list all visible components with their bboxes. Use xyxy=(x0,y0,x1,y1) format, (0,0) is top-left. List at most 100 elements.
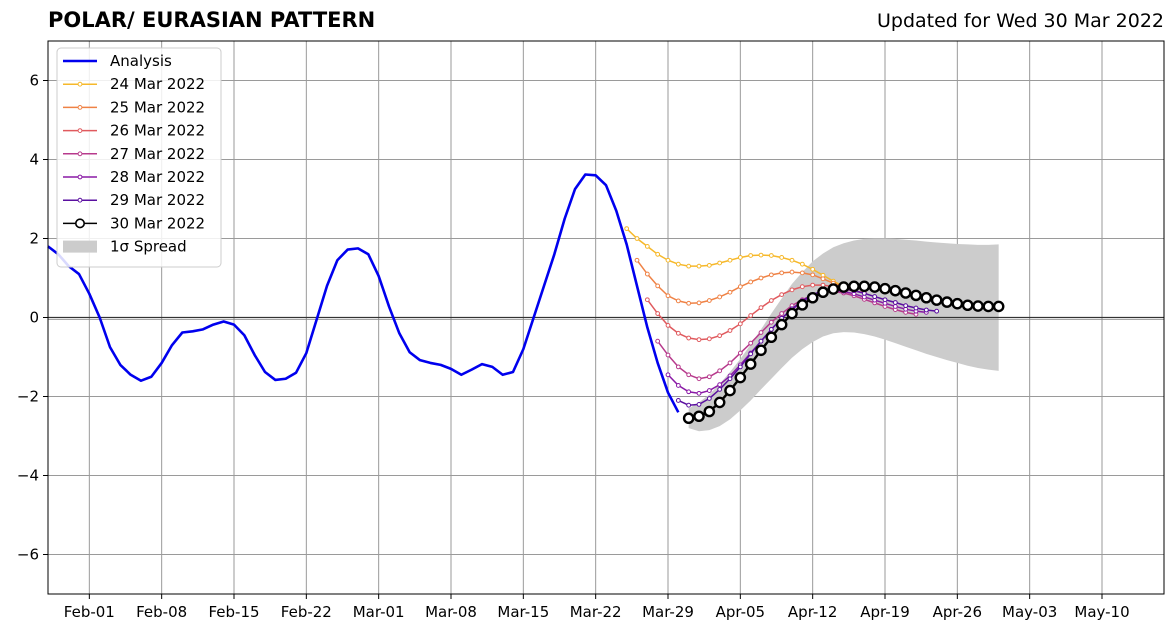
latest-forecast-point xyxy=(817,286,829,299)
forecast-point xyxy=(758,330,764,335)
forecast-point xyxy=(810,282,816,288)
forecast-series xyxy=(634,257,857,306)
legend-label: 24 Mar 2022 xyxy=(110,75,205,93)
forecast-point xyxy=(810,272,816,278)
legend-marker xyxy=(77,128,83,134)
forecast-point xyxy=(675,261,681,267)
series-layer xyxy=(47,173,1005,425)
y-tick-label: −6 xyxy=(17,546,39,564)
forecast-point xyxy=(696,376,702,382)
forecast-point xyxy=(799,261,805,267)
forecast-point xyxy=(768,272,774,278)
y-tick-label: 6 xyxy=(29,72,39,90)
forecast-point xyxy=(675,330,681,336)
legend-label: Analysis xyxy=(110,52,172,70)
forecast-point xyxy=(737,321,743,327)
legend-marker xyxy=(75,218,86,229)
forecast-point xyxy=(717,333,723,339)
x-tick-label: Mar-22 xyxy=(570,603,622,621)
forecast-point xyxy=(737,350,743,356)
forecast-point xyxy=(758,275,764,281)
latest-forecast-point xyxy=(951,297,964,310)
y-tick-label: 4 xyxy=(29,151,39,169)
plot-frame xyxy=(47,40,1165,595)
forecast-point xyxy=(717,382,723,388)
latest-forecast-point xyxy=(755,344,767,357)
forecast-point xyxy=(737,255,743,260)
latest-forecast-point xyxy=(703,405,716,418)
forecast-point xyxy=(727,257,733,263)
axis-layer: Feb-01 Feb-08 Feb-15 Feb-22 Mar-01 Mar-08 Mar-… xyxy=(17,40,1165,621)
forecast-point xyxy=(675,383,681,388)
forecast-point xyxy=(882,297,888,303)
forecast-point xyxy=(665,323,671,328)
forecast-point xyxy=(748,351,754,357)
forecast-point xyxy=(748,340,754,346)
forecast-point xyxy=(665,352,671,358)
latest-forecast-point xyxy=(775,318,788,331)
forecast-point xyxy=(768,319,774,325)
forecast-point xyxy=(727,289,733,295)
forecast-point xyxy=(634,236,640,241)
latest-forecast-point xyxy=(858,280,871,293)
x-tick-label: Feb-15 xyxy=(208,603,259,621)
forecast-point xyxy=(913,305,919,311)
forecast-point xyxy=(644,297,650,303)
spread-band xyxy=(688,238,999,432)
forecast-point xyxy=(727,376,733,382)
forecast-point xyxy=(686,335,692,341)
latest-forecast-point xyxy=(879,282,891,295)
latest-forecast-point xyxy=(920,291,933,304)
zero-line-layer xyxy=(48,316,1164,320)
latest-forecast-point xyxy=(734,371,747,384)
forecast-point xyxy=(748,253,754,258)
latest-forecast-point xyxy=(837,281,850,293)
legend-label: 29 Mar 2022 xyxy=(110,191,205,209)
forecast-point xyxy=(717,386,723,392)
forecast-point xyxy=(789,287,795,293)
analysis-line xyxy=(47,173,680,413)
forecast-point xyxy=(644,271,650,277)
forecast-point xyxy=(903,303,909,309)
latest-forecast-point xyxy=(724,384,736,397)
forecast-point xyxy=(706,388,712,393)
forecast-point xyxy=(892,300,898,305)
x-tick-label: May-10 xyxy=(1074,603,1129,621)
latest-forecast-point xyxy=(961,299,974,312)
legend-label: 28 Mar 2022 xyxy=(110,168,205,186)
forecast-point xyxy=(789,257,795,263)
forecast-point xyxy=(789,269,795,275)
forecast-point xyxy=(799,270,805,276)
x-tick-label: May-03 xyxy=(1002,603,1057,621)
legend-entry: 30 Mar 2022 xyxy=(63,214,205,232)
x-tick-label: Mar-01 xyxy=(353,603,405,621)
x-tick-label: Feb-22 xyxy=(281,603,332,621)
latest-forecast-point xyxy=(941,296,953,308)
x-tick-label: Apr-05 xyxy=(716,603,766,621)
forecast-point xyxy=(737,364,743,370)
forecast-point xyxy=(665,372,671,378)
forecast-point xyxy=(686,372,692,378)
forecast-point xyxy=(696,402,702,407)
forecast-point xyxy=(872,294,878,299)
forecast-point xyxy=(706,336,712,342)
latest-forecast-point xyxy=(786,307,798,320)
forecast-point xyxy=(768,253,774,258)
forecast-point xyxy=(758,305,764,311)
forecast-point xyxy=(923,307,929,313)
latest-forecast-point xyxy=(806,291,819,304)
legend-marker xyxy=(77,151,83,157)
legend-marker xyxy=(77,174,83,180)
forecast-point xyxy=(934,308,940,314)
forecast-point xyxy=(727,328,733,333)
forecast-point xyxy=(634,257,640,263)
legend-entry: 26 Mar 2022 xyxy=(63,122,205,140)
forecast-point xyxy=(686,300,692,306)
latest-forecast-series xyxy=(682,280,1005,425)
forecast-point xyxy=(665,293,671,299)
x-tick-label: Apr-26 xyxy=(933,603,983,621)
forecast-point xyxy=(820,276,826,282)
forecast-point xyxy=(706,298,712,303)
forecast-point xyxy=(675,398,681,403)
